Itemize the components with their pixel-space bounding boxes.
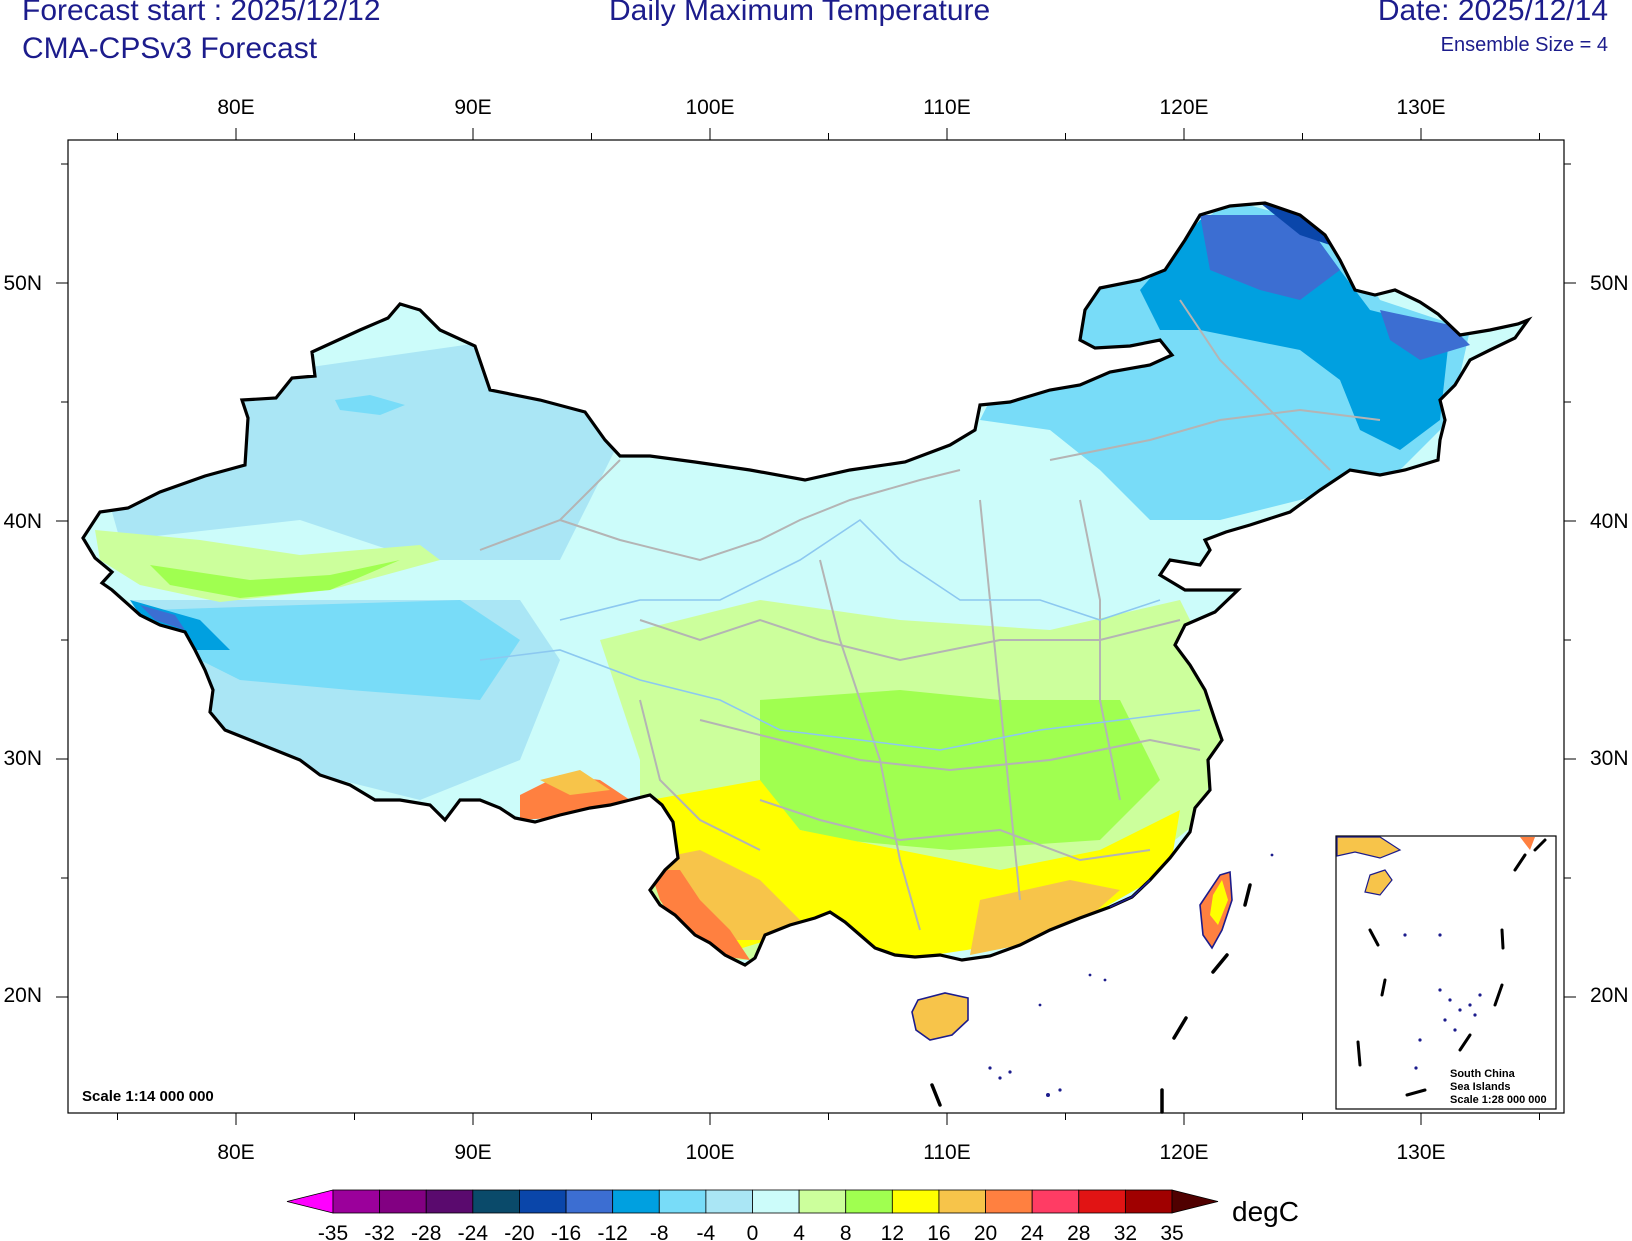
lon-label-bottom: 130E (1396, 1141, 1445, 1164)
hainan-island (911, 992, 969, 1041)
colorbar-box (845, 1189, 893, 1214)
colorbar-tick-label: -32 (364, 1222, 394, 1241)
colorbar-box (752, 1189, 800, 1214)
lon-label-top: 100E (685, 96, 734, 119)
colorbar-box (379, 1189, 427, 1214)
lon-label-top: 130E (1396, 96, 1445, 119)
forecast-start-label: Forecast start : 2025/12/12 (22, 0, 381, 27)
colorbar-box (332, 1189, 381, 1214)
colorbar-tick-label: 0 (747, 1222, 759, 1241)
island-dots (988, 853, 1274, 1097)
colorbar-unit-label: degC (1232, 1196, 1299, 1227)
colorbar-tick-label: 4 (793, 1222, 805, 1241)
lat-label-right: 20N (1590, 984, 1629, 1007)
colorbar-tick-label: 28 (1067, 1222, 1090, 1241)
colorbar-tick-label: 8 (840, 1222, 852, 1241)
colorbar-box (1078, 1189, 1126, 1214)
lon-labels-bottom: 80E 90E 100E 110E 120E 130E (217, 1141, 1445, 1164)
scale-label: Scale 1:14 000 000 (82, 1088, 214, 1105)
inset-label-2: Sea Islands (1450, 1081, 1511, 1093)
colorbar-box (658, 1189, 707, 1214)
colorbar-max-arrow (1171, 1189, 1219, 1214)
inset-label-3: Scale 1:28 000 000 (1450, 1094, 1547, 1106)
lat-label-right: 30N (1590, 747, 1629, 770)
colorbar-box (519, 1189, 567, 1214)
lat-label-left: 40N (3, 510, 42, 533)
colorbar-tick-label: 24 (1020, 1222, 1044, 1241)
colorbar-tick-label: -12 (597, 1222, 627, 1241)
lon-label-top: 80E (217, 96, 254, 119)
colorbar (286, 1189, 1219, 1214)
colorbar-tick-label: -4 (697, 1222, 716, 1241)
colorbar-tick-label: 16 (927, 1222, 950, 1241)
inset-label-1: South China (1450, 1068, 1516, 1080)
lon-label-bottom: 80E (217, 1141, 254, 1164)
model-label: CMA-CPSv3 Forecast (22, 32, 318, 65)
colorbar-tick-labels: -35 -32 -28 -24 -20 -16 -12 -8 -4 0 4 8 12 16 20 24 28 32… (318, 1222, 1184, 1241)
colorbar-box (472, 1189, 520, 1214)
lat-label-right: 50N (1590, 272, 1629, 295)
lon-label-top: 90E (454, 96, 491, 119)
lat-labels-right: 50N 40N 30N 20N (1590, 272, 1629, 1007)
frame-ticks (56, 128, 1576, 1125)
ensemble-size-label: Ensemble Size = 4 (1440, 34, 1608, 56)
boundary-dashes (930, 883, 1252, 1114)
lat-label-left: 50N (3, 272, 42, 295)
lon-label-bottom: 100E (685, 1141, 734, 1164)
lon-labels-top: 80E 90E 100E 110E 120E 130E (217, 96, 1445, 119)
colorbar-box (565, 1189, 614, 1214)
lat-labels-left: 50N 40N 30N 20N (3, 272, 42, 1007)
lon-label-top: 120E (1159, 96, 1208, 119)
colorbar-tick-label: 12 (881, 1222, 904, 1241)
lon-label-bottom: 90E (454, 1141, 491, 1164)
colorbar-box (425, 1189, 474, 1214)
colorbar-box (891, 1189, 940, 1214)
colorbar-tick-label: -28 (411, 1222, 441, 1241)
colorbar-tick-label: -8 (650, 1222, 669, 1241)
colorbar-box (985, 1189, 1033, 1214)
valid-date-label: Date: 2025/12/14 (1377, 0, 1608, 27)
colorbar-tick-label: 35 (1160, 1222, 1183, 1241)
lat-label-left: 30N (3, 747, 42, 770)
colorbar-box (798, 1189, 847, 1214)
colorbar-tick-label: 32 (1114, 1222, 1137, 1241)
colorbar-box (1124, 1189, 1173, 1214)
province-boundaries (479, 299, 1381, 931)
colorbar-tick-label: -24 (458, 1222, 489, 1241)
colorbar-tick-label: -20 (504, 1222, 534, 1241)
lon-label-bottom: 120E (1159, 1141, 1208, 1164)
rivers (479, 518, 1201, 751)
colorbar-box (612, 1189, 660, 1214)
colorbar-tick-label: 20 (974, 1222, 997, 1241)
lon-label-bottom: 110E (923, 1141, 971, 1164)
lon-label-top: 110E (923, 96, 971, 119)
lat-label-left: 20N (3, 984, 42, 1007)
map-title: Daily Maximum Temperature (609, 0, 991, 27)
lat-label-right: 40N (1590, 510, 1629, 533)
colorbar-box (1031, 1189, 1080, 1214)
colorbar-tick-label: -16 (551, 1222, 581, 1241)
colorbar-min-arrow (286, 1189, 334, 1214)
colorbar-box (705, 1189, 753, 1214)
colorbar-tick-label: -35 (318, 1222, 348, 1241)
colorbar-box (938, 1189, 986, 1214)
